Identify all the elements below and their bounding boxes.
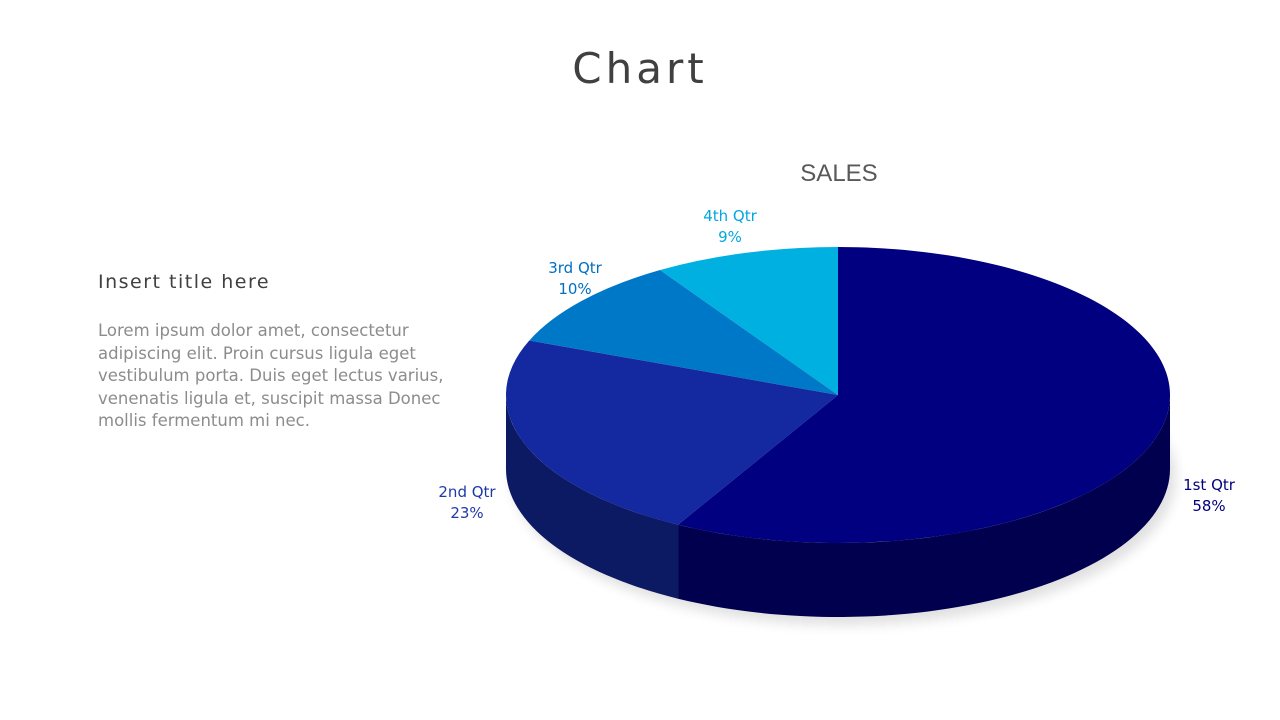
slice-1[interactable]: [678, 247, 1170, 543]
data-label-percent: 10%: [558, 280, 591, 298]
data-label-category: 3rd Qtr: [548, 259, 602, 277]
slice-side-1: [678, 395, 1170, 617]
data-label-percent: 9%: [718, 228, 742, 246]
data-label-category: 2nd Qtr: [438, 483, 496, 501]
slice-4[interactable]: [660, 247, 838, 395]
data-label-category: 4th Qtr: [703, 207, 757, 225]
slice-3[interactable]: [529, 270, 838, 395]
slide-title: Chart: [572, 44, 708, 93]
data-label-percent: 58%: [1192, 497, 1225, 515]
section-subtitle: Insert title here: [98, 271, 271, 293]
slice-2[interactable]: [506, 340, 838, 525]
data-label-category: 1st Qtr: [1183, 476, 1236, 494]
data-label-percent: 23%: [450, 504, 483, 522]
body-text: Lorem ipsum dolor amet, consectetur adip…: [98, 321, 444, 430]
slice-side-2: [506, 395, 679, 599]
chart-title: SALES: [800, 160, 877, 187]
